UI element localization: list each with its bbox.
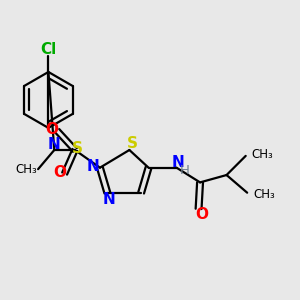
Text: O: O [195,207,208,222]
Text: Cl: Cl [40,42,56,57]
Text: CH₃: CH₃ [15,163,37,176]
Text: O: O [53,165,66,180]
Text: N: N [102,192,115,207]
Text: S: S [72,141,83,156]
Text: N: N [48,136,61,152]
Text: CH₃: CH₃ [252,148,273,161]
Text: H: H [180,164,190,177]
Text: CH₃: CH₃ [253,188,275,201]
Text: O: O [46,122,59,137]
Text: N: N [172,155,184,170]
Text: N: N [87,159,100,174]
Text: S: S [127,136,138,151]
